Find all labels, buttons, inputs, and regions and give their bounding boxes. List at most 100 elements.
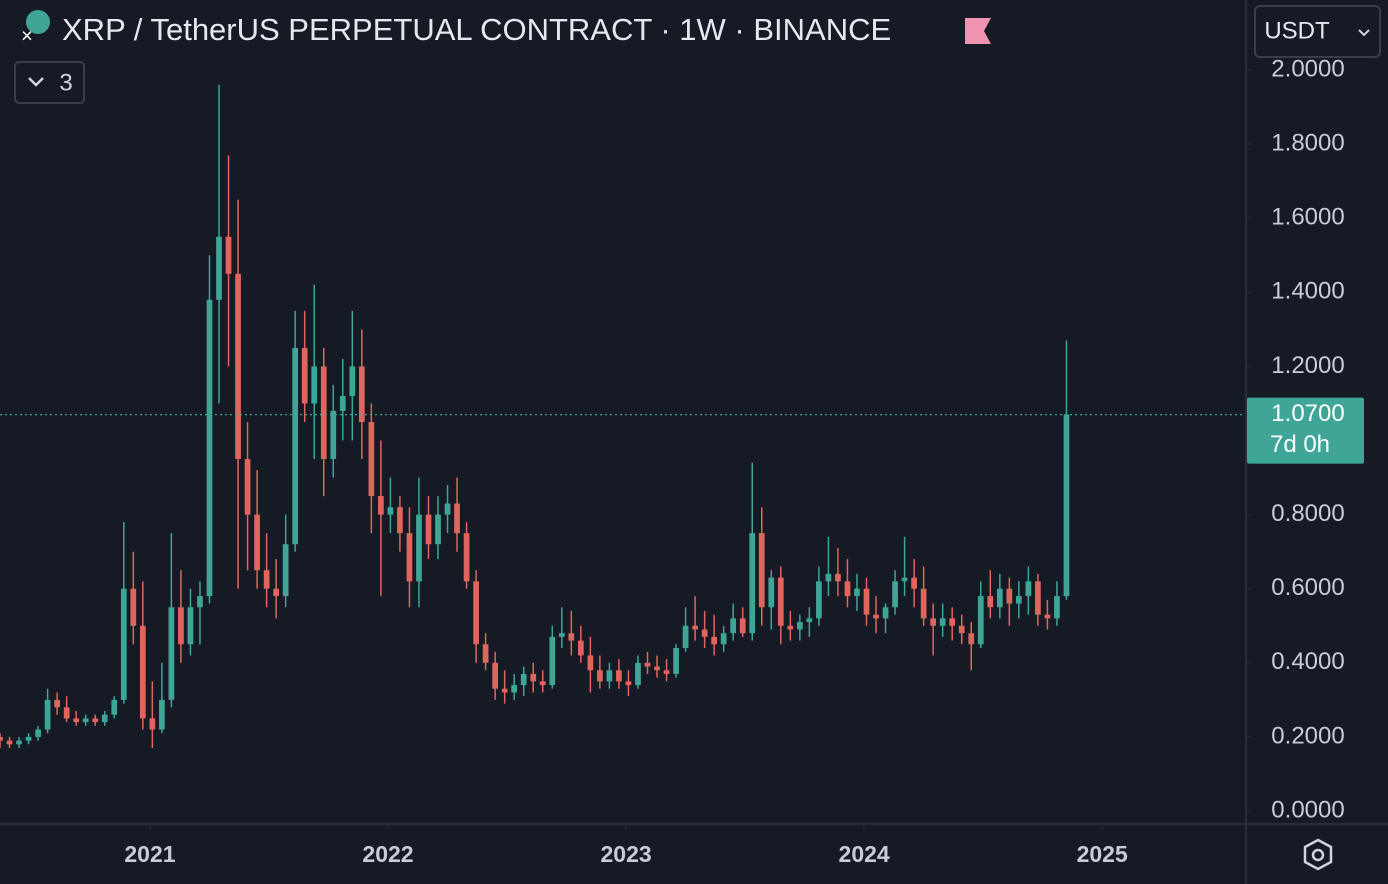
candle-body	[301, 347, 308, 404]
candle-body	[863, 588, 870, 615]
candle-body	[416, 514, 422, 582]
candle-body	[54, 699, 60, 708]
settings-icon-center	[1311, 848, 1325, 862]
candle-body	[387, 507, 394, 515]
candle-body	[730, 618, 737, 634]
candle-body	[44, 699, 51, 730]
candle-body	[587, 655, 594, 671]
candle-body	[930, 618, 937, 626]
candle-body	[873, 614, 879, 619]
close-icon[interactable]: ×	[21, 25, 33, 47]
axes: 0.0000 0.2000 0.4000 0.6000 0.8000 1.2000 1.40…	[124, 55, 1364, 867]
indicator-toggle[interactable]	[14, 61, 85, 104]
candle-body	[939, 618, 946, 626]
x-tick-label: 2024	[839, 841, 890, 867]
candle-body	[996, 588, 1003, 608]
candle-body	[501, 688, 508, 693]
candle-body	[911, 577, 917, 589]
candle-body	[1025, 581, 1032, 597]
candle-body	[854, 588, 860, 597]
candle-body	[920, 588, 927, 619]
y-tick-label: 1.2000	[1271, 352, 1344, 379]
candle-body	[463, 533, 470, 582]
plot-area	[0, 84, 1245, 749]
candle-body	[111, 699, 118, 715]
last-price-label: 1.0700	[1271, 400, 1344, 427]
select-arrow	[1358, 29, 1370, 37]
flag-icon[interactable]	[965, 18, 991, 44]
candle-body	[397, 507, 403, 534]
currency-select[interactable]	[1254, 5, 1381, 58]
candle-body	[616, 670, 622, 682]
x-tick-label: 2022	[362, 841, 413, 867]
y-tick-label: 2.0000	[1271, 55, 1344, 82]
candle-body	[558, 633, 565, 637]
candle-body	[520, 673, 527, 686]
chart-title: XRP / TetherUS PERPETUAL CONTRACT · 1W ·…	[62, 12, 891, 47]
candle-body	[1044, 614, 1051, 619]
candle-body	[101, 714, 108, 723]
candle-body	[320, 366, 327, 460]
settings-icon[interactable]	[1303, 838, 1333, 871]
candle-body	[758, 533, 765, 608]
x-tick-label: 2023	[600, 841, 651, 867]
candle-body	[197, 596, 203, 608]
candle-body	[701, 629, 708, 637]
candle-body	[796, 622, 803, 630]
candle-body	[635, 662, 641, 686]
candle-body	[644, 662, 651, 667]
candle-body	[73, 718, 80, 723]
candle-body	[406, 533, 413, 582]
candle-body	[768, 577, 775, 608]
y-tick-label: 0.6000	[1271, 574, 1344, 601]
candle-body	[368, 422, 375, 497]
candle-body	[130, 588, 137, 626]
indicator-count: 3	[59, 69, 72, 96]
candle-body	[568, 633, 575, 641]
candle-body	[82, 718, 89, 723]
candle-body	[454, 503, 460, 534]
candle-body	[120, 588, 127, 700]
last-price-box	[1247, 397, 1364, 464]
candle-body	[330, 410, 337, 460]
candle-body	[311, 366, 318, 404]
y-tick-label: 0.2000	[1271, 722, 1344, 749]
candle-body	[263, 570, 270, 589]
candle-body	[663, 670, 670, 674]
candle-body	[349, 366, 356, 397]
candle-body	[1006, 588, 1013, 604]
candle-body	[254, 514, 260, 571]
candle-body	[282, 544, 289, 597]
candle-body	[273, 588, 279, 597]
candle-body	[187, 607, 194, 645]
candle-body	[892, 581, 898, 608]
y-tick-label: 0.8000	[1271, 500, 1344, 527]
candle-body	[530, 673, 537, 682]
y-tick-label: 1.8000	[1271, 129, 1344, 156]
candle-body	[787, 625, 794, 630]
candle-body	[168, 607, 175, 700]
candle-body	[597, 670, 603, 682]
candle-body	[720, 633, 727, 645]
y-tick-label: 1.6000	[1271, 204, 1344, 231]
candle-body	[654, 666, 660, 671]
candle-body	[606, 670, 613, 682]
candle-body	[577, 640, 584, 656]
candle-body	[339, 396, 346, 411]
candle-body	[1035, 581, 1041, 615]
y-tick-label: 0.4000	[1271, 648, 1344, 675]
candle-body	[692, 625, 698, 630]
candle-body	[25, 736, 32, 741]
candle-body	[482, 644, 489, 663]
y-tick-label: 0.0000	[1271, 796, 1344, 823]
candle-body	[749, 533, 756, 634]
x-tick-label: 2025	[1077, 841, 1128, 867]
currency-label: USDT	[1264, 17, 1330, 44]
candle-body	[6, 740, 13, 745]
candle-body	[425, 514, 432, 545]
candle-body	[206, 299, 213, 597]
candle-body	[968, 633, 975, 645]
candle-body	[882, 607, 889, 619]
